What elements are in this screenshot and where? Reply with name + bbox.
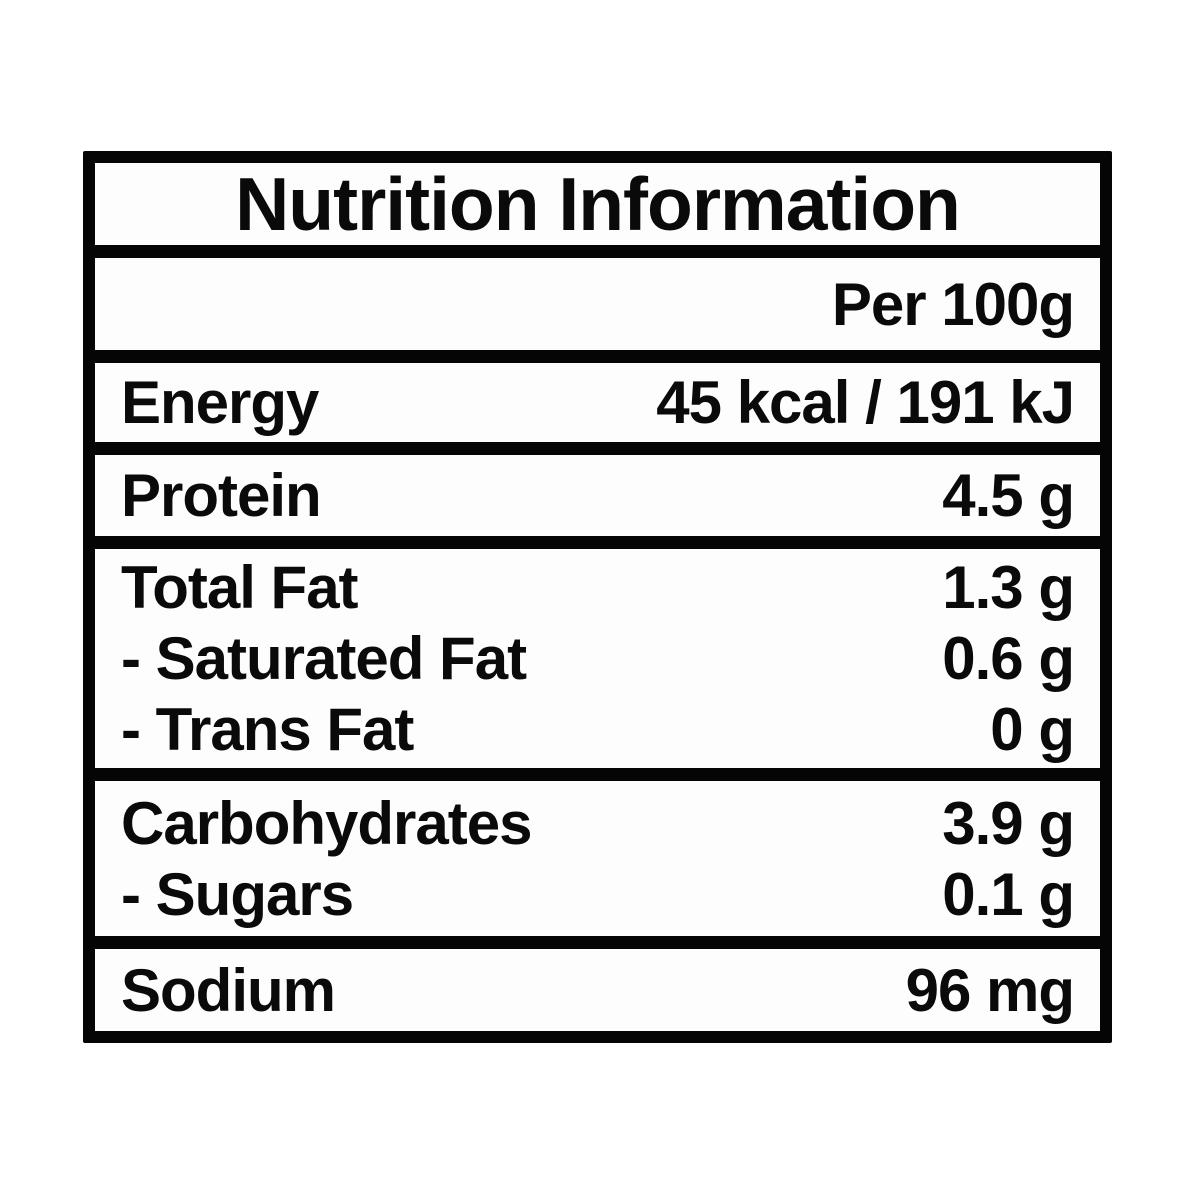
nutrient-value-sodium: 96 mg [905,956,1075,1024]
nutrient-value-carbohydrates: 3.9 g [942,789,1075,857]
nutrition-label: Nutrition Information Per 100g Energy 45… [83,151,1112,1043]
title-row: Nutrition Information [95,163,1100,245]
table-row: Energy 45 kcal / 191 kJ [121,367,1075,438]
row-protein: Protein 4.5 g [95,455,1100,536]
column-header-row: Per 100g [95,258,1100,350]
nutrient-value-trans-fat: 0 g [990,696,1075,763]
nutrient-name-sugars: - Sugars [121,860,354,928]
table-row: Carbohydrates 3.9 g [121,788,1075,859]
table-row: - Trans Fat 0 g [121,694,1075,765]
nutrient-name-total-fat: Total Fat [121,554,359,621]
table-row: Protein 4.5 g [121,460,1075,531]
per-100g-header: Per 100g [831,270,1075,338]
row-sodium: Sodium 96 mg [95,949,1100,1031]
table-row: Total Fat 1.3 g [121,552,1075,623]
row-carbohydrates-group: Carbohydrates 3.9 g - Sugars 0.1 g [95,781,1100,936]
nutrient-value-total-fat: 1.3 g [942,554,1075,621]
nutrient-value-protein: 4.5 g [942,462,1075,529]
nutrient-name-energy: Energy [121,369,319,436]
nutrient-value-energy: 45 kcal / 191 kJ [656,369,1075,436]
nutrient-name-protein: Protein [121,462,322,529]
row-fat-group: Total Fat 1.3 g - Saturated Fat 0.6 g - … [95,549,1100,768]
row-energy: Energy 45 kcal / 191 kJ [95,363,1100,442]
table-row: Sodium 96 mg [121,955,1075,1026]
page-title: Nutrition Information [235,163,961,245]
nutrient-name-trans-fat: - Trans Fat [121,696,414,763]
nutrient-name-sodium: Sodium [121,956,336,1024]
nutrient-value-saturated-fat: 0.6 g [942,625,1075,692]
nutrient-value-sugars: 0.1 g [942,860,1075,928]
table-row: - Sugars 0.1 g [121,859,1075,930]
nutrient-name-saturated-fat: - Saturated Fat [121,625,527,692]
nutrient-name-carbohydrates: Carbohydrates [121,789,532,857]
table-row: - Saturated Fat 0.6 g [121,623,1075,694]
